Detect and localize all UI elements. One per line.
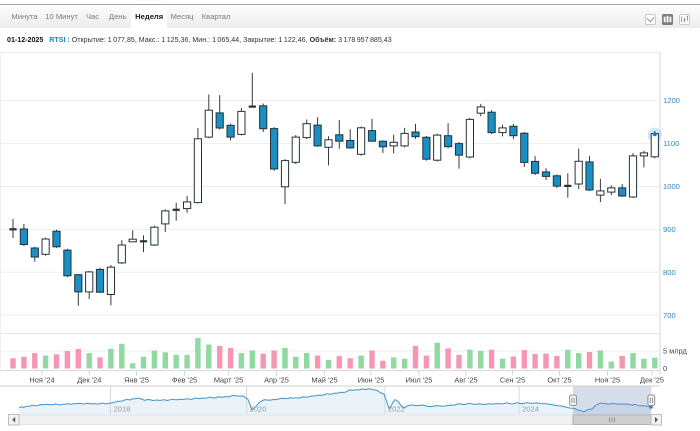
svg-text:2020: 2020 bbox=[250, 405, 267, 414]
svg-text:1100: 1100 bbox=[663, 139, 679, 148]
svg-text:2022: 2022 bbox=[388, 405, 405, 414]
svg-text:Авг '25: Авг '25 bbox=[454, 376, 477, 385]
svg-text:Май '25: Май '25 bbox=[311, 376, 337, 385]
svg-text:0: 0 bbox=[663, 364, 667, 373]
svg-text:Ноя '24: Ноя '24 bbox=[29, 376, 54, 385]
svg-text:Дек '24: Дек '24 bbox=[77, 376, 101, 385]
svg-text:Апр '25: Апр '25 bbox=[264, 376, 289, 385]
svg-text:1200: 1200 bbox=[663, 96, 680, 105]
svg-text:800: 800 bbox=[663, 268, 676, 277]
svg-text:Окт '25: Окт '25 bbox=[547, 376, 571, 385]
svg-text:Фев '25: Фев '25 bbox=[172, 376, 197, 385]
svg-text:1000: 1000 bbox=[663, 182, 680, 191]
svg-text:Янв '25: Янв '25 bbox=[124, 376, 149, 385]
svg-text:Июн '25: Июн '25 bbox=[358, 376, 385, 385]
svg-text:700: 700 bbox=[663, 311, 676, 320]
svg-text:2024: 2024 bbox=[522, 405, 539, 414]
svg-text:5 млрд: 5 млрд bbox=[663, 347, 687, 356]
svg-text:900: 900 bbox=[663, 225, 676, 234]
svg-text:Сен '25: Сен '25 bbox=[500, 376, 525, 385]
svg-text:Март '25: Март '25 bbox=[214, 376, 243, 385]
svg-text:Дек '25: Дек '25 bbox=[640, 376, 664, 385]
svg-text:Июл '25: Июл '25 bbox=[406, 376, 433, 385]
svg-text:2018: 2018 bbox=[114, 405, 131, 414]
svg-text:Ноя '25: Ноя '25 bbox=[595, 376, 620, 385]
